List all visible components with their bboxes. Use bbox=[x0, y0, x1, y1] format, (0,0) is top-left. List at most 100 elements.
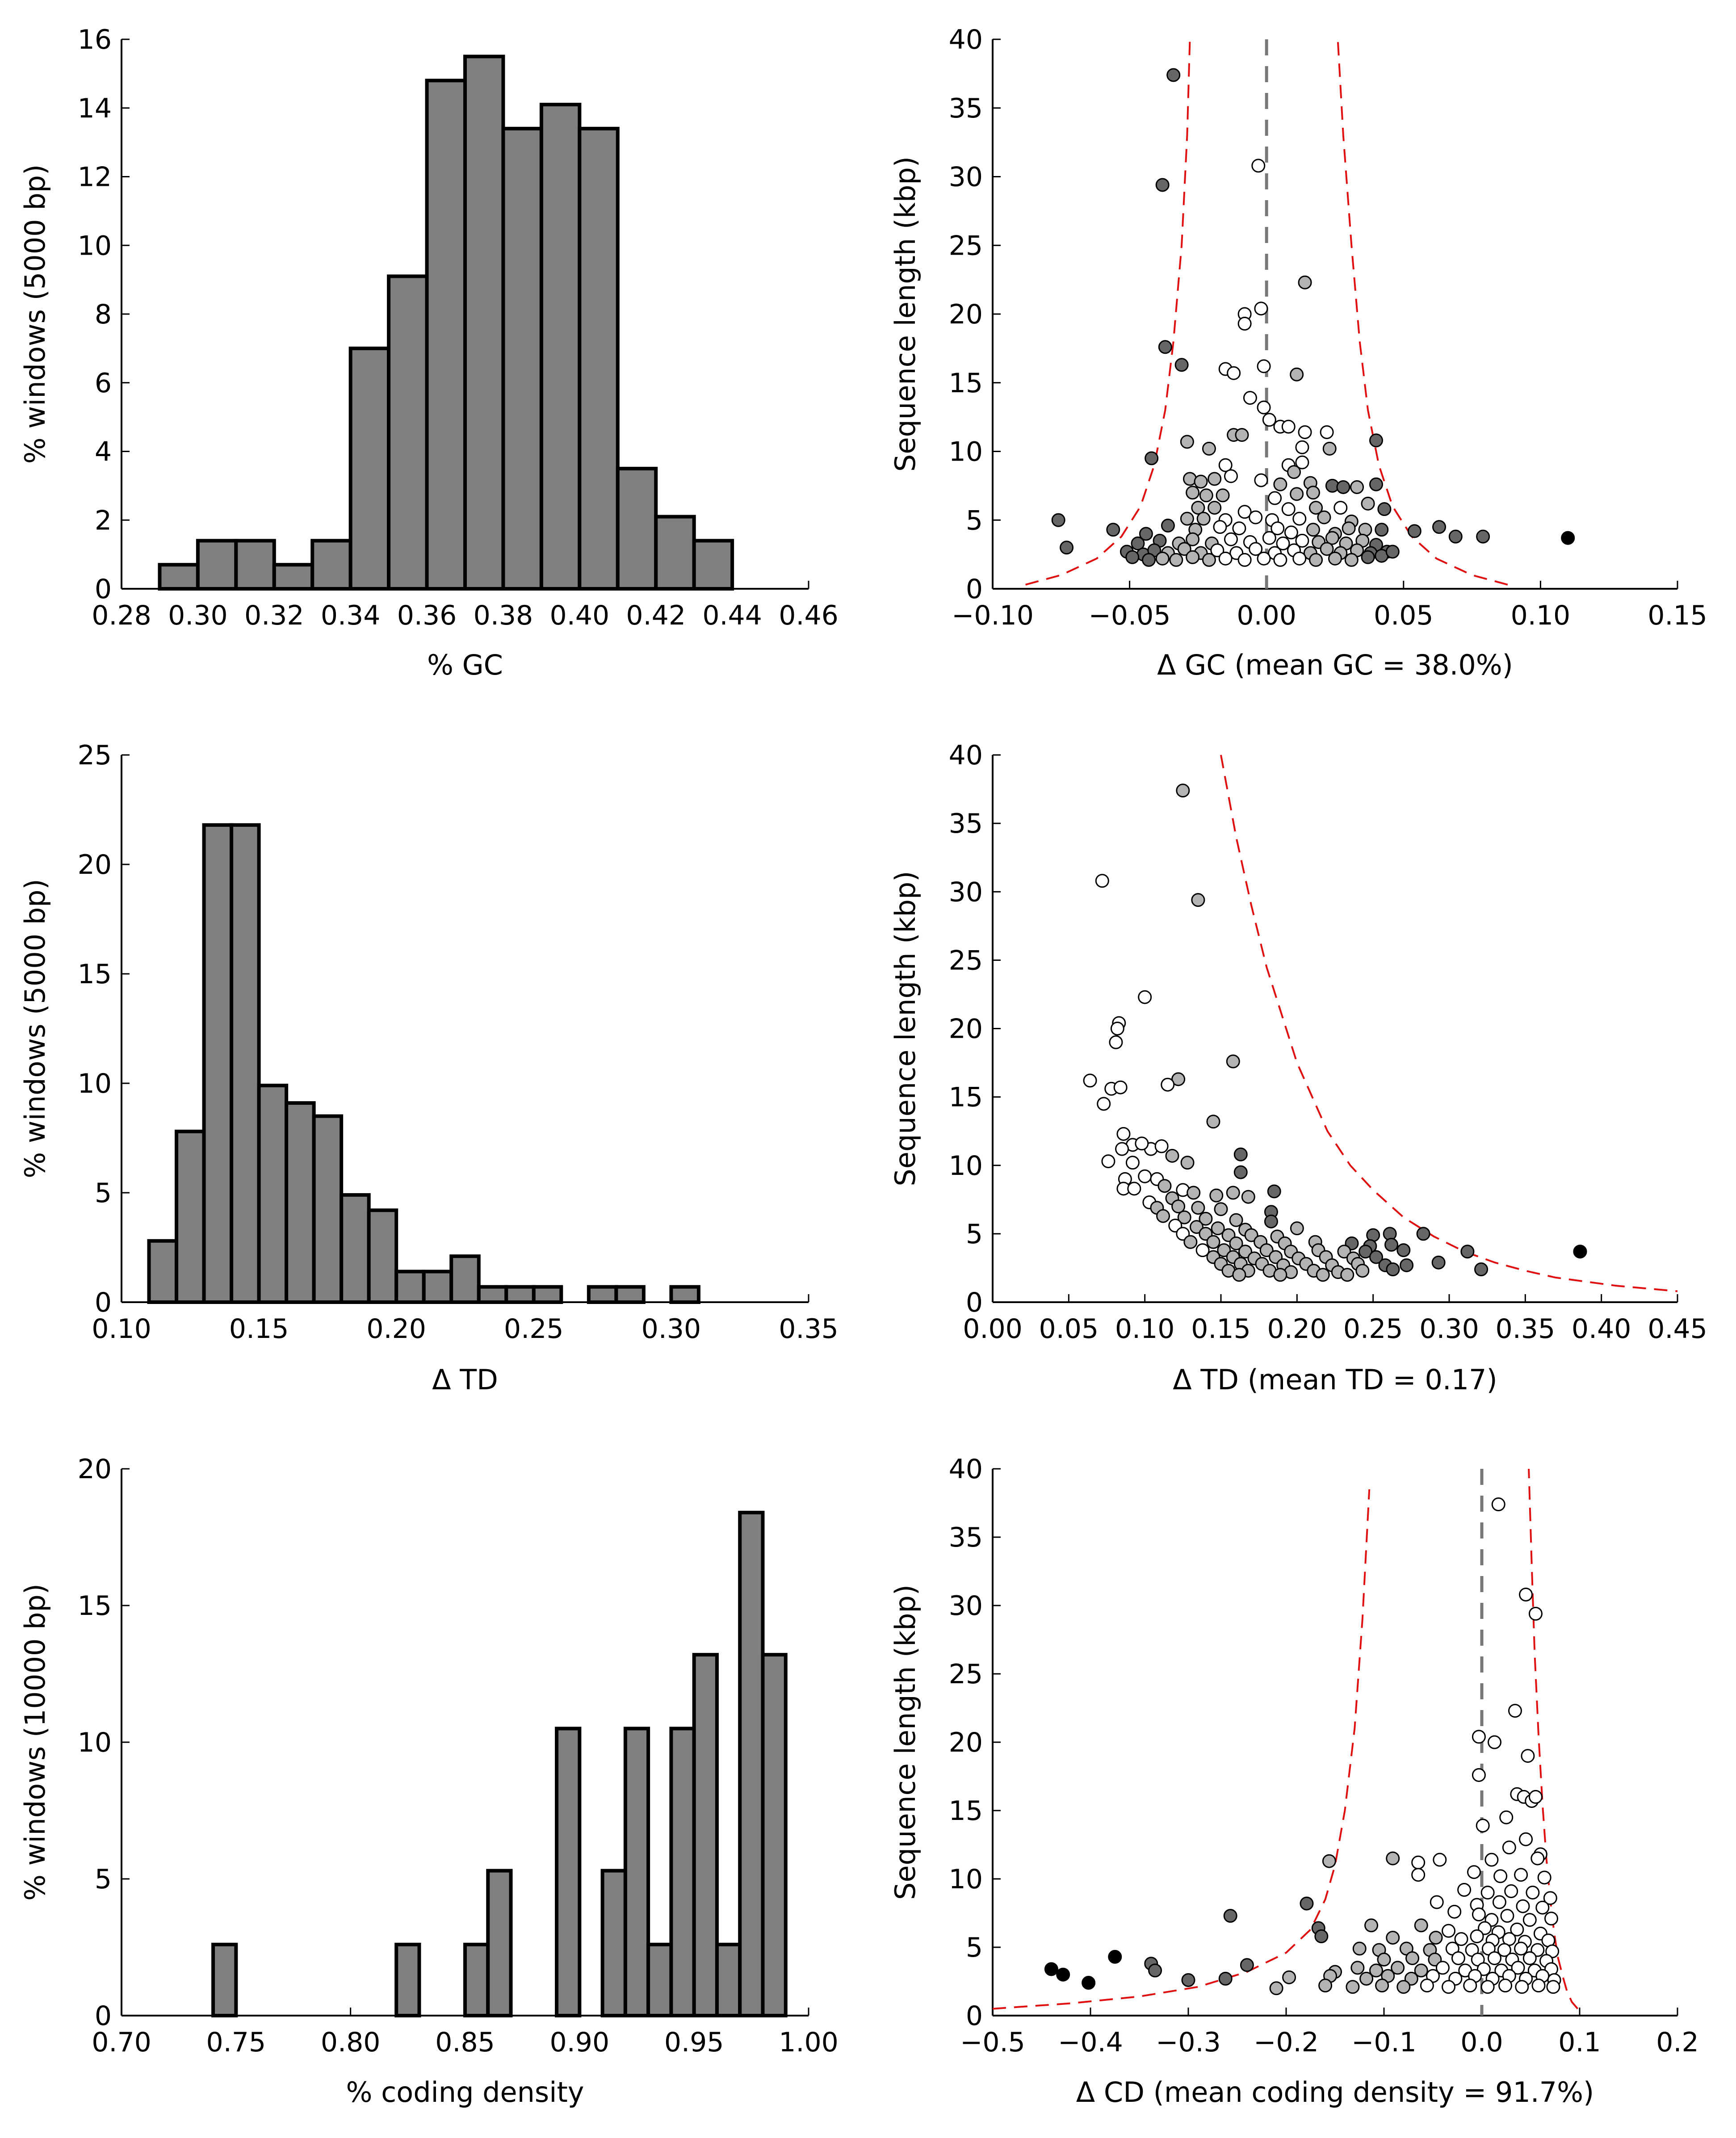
y-tick-label: 0 bbox=[966, 1287, 983, 1318]
y-tick-label: 5 bbox=[966, 1219, 983, 1250]
data-point bbox=[1226, 1054, 1240, 1069]
histogram-bar bbox=[257, 1083, 289, 1304]
data-point bbox=[1531, 1979, 1546, 1993]
y-tick-label: 0 bbox=[95, 1287, 112, 1318]
data-point bbox=[1385, 545, 1400, 559]
data-point bbox=[1511, 1961, 1525, 1975]
x-tick-label: 0.2 bbox=[1656, 2027, 1698, 2058]
histogram-bar bbox=[463, 54, 505, 591]
y-tick-label: 0 bbox=[95, 2000, 112, 2032]
data-point bbox=[1384, 1237, 1399, 1252]
data-point bbox=[1257, 359, 1271, 373]
data-point bbox=[1497, 1943, 1511, 1957]
y-tick-label: 0 bbox=[966, 574, 983, 605]
data-point bbox=[1214, 1202, 1228, 1216]
x-tick-label: −0.4 bbox=[1058, 2027, 1123, 2058]
y-tick-label: 5 bbox=[95, 1178, 112, 1209]
data-point bbox=[1295, 533, 1309, 548]
data-point bbox=[1414, 1918, 1428, 1933]
data-point bbox=[1515, 1980, 1529, 1994]
x-tick-label: −0.3 bbox=[1156, 2027, 1221, 2058]
data-point bbox=[1218, 551, 1233, 566]
y-tick-label: 10 bbox=[78, 1068, 112, 1099]
data-point bbox=[1352, 1941, 1367, 1956]
data-point bbox=[1386, 1851, 1400, 1866]
data-point bbox=[1386, 1931, 1400, 1945]
data-point bbox=[1336, 480, 1350, 494]
data-point bbox=[1470, 1929, 1484, 1944]
y-tick-label: 10 bbox=[949, 1864, 983, 1895]
y-tick-label: 5 bbox=[95, 1864, 112, 1895]
data-point bbox=[1268, 491, 1282, 505]
data-point bbox=[1125, 550, 1140, 564]
data-point bbox=[1189, 1220, 1203, 1234]
panel-6: 0 5 10 15 20 25 30 35 40 −0.5 −0.4 −0.3 −0.2 −0.1 0.0 0… bbox=[889, 1454, 1699, 2109]
data-point bbox=[1108, 1949, 1122, 1964]
data-point bbox=[1227, 366, 1241, 380]
histogram-bar bbox=[715, 1942, 742, 2017]
data-point bbox=[1333, 501, 1348, 515]
data-point bbox=[1209, 1188, 1224, 1203]
data-point bbox=[1237, 317, 1252, 331]
y-tick-label: 25 bbox=[949, 1659, 983, 1690]
data-point bbox=[1448, 529, 1463, 544]
data-point bbox=[1375, 523, 1389, 537]
data-point bbox=[1460, 1245, 1475, 1259]
histogram-bar bbox=[646, 1942, 673, 2017]
x-tick-label: 0.05 bbox=[1374, 600, 1434, 631]
x-tick-label: −0.1 bbox=[1351, 2027, 1417, 2058]
data-point bbox=[1350, 1961, 1365, 1975]
histogram-bar bbox=[669, 1285, 700, 1304]
data-point bbox=[1238, 1245, 1253, 1259]
x-tick-label: 0.20 bbox=[1267, 1313, 1327, 1345]
data-point bbox=[1262, 531, 1276, 545]
data-point bbox=[1161, 1077, 1175, 1092]
panel-5: 0 5 10 15 20 0.70 0.75 0.80 0.85 0.90 0.95 1.00 % co… bbox=[19, 1454, 839, 2109]
data-point bbox=[1254, 473, 1268, 487]
data-point bbox=[1451, 1951, 1465, 1965]
boundary-curve bbox=[1025, 39, 1191, 586]
data-point bbox=[1269, 1981, 1283, 1995]
data-point bbox=[1405, 1951, 1420, 1965]
data-point bbox=[1377, 1953, 1391, 1967]
data-point bbox=[1216, 488, 1230, 503]
data-point bbox=[1328, 551, 1342, 566]
data-point bbox=[1139, 527, 1153, 541]
histogram-bar bbox=[616, 466, 658, 591]
x-tick-label: 0.38 bbox=[474, 600, 533, 631]
x-tick-label: 0.1 bbox=[1558, 2027, 1601, 2058]
data-point bbox=[1500, 1909, 1514, 1923]
data-point bbox=[1364, 1918, 1379, 1933]
data-point bbox=[1273, 553, 1287, 567]
y-tick-label: 40 bbox=[949, 740, 983, 771]
x-tick-label: 0.70 bbox=[92, 2027, 151, 2058]
data-point bbox=[1429, 1931, 1443, 1945]
data-point bbox=[1472, 1730, 1486, 1744]
data-point bbox=[1051, 513, 1065, 527]
histogram-bar bbox=[486, 1869, 513, 2018]
data-point bbox=[1180, 511, 1194, 526]
x-tick-label: 0.0 bbox=[1460, 2027, 1503, 2058]
x-tick-label: −0.10 bbox=[952, 600, 1034, 631]
data-point bbox=[1177, 1210, 1191, 1224]
data-point bbox=[1492, 1895, 1506, 1909]
y-tick-label: 20 bbox=[949, 1727, 983, 1758]
x-tick-label: 0.20 bbox=[366, 1313, 426, 1345]
y-axis-label: Sequence length (kbp) bbox=[889, 156, 922, 472]
y-tick-label: 15 bbox=[949, 368, 983, 399]
data-point bbox=[1396, 1243, 1411, 1258]
data-point bbox=[1414, 1963, 1428, 1978]
data-point bbox=[1498, 1979, 1513, 1993]
data-point bbox=[1195, 1243, 1210, 1258]
y-tick-label: 6 bbox=[95, 368, 112, 399]
data-point bbox=[1101, 1154, 1115, 1169]
data-point bbox=[1480, 1980, 1495, 1994]
data-point bbox=[1480, 1886, 1495, 1900]
x-tick-label: 0.90 bbox=[550, 2027, 610, 2058]
data-point bbox=[1320, 425, 1334, 439]
data-point bbox=[1213, 520, 1227, 534]
data-point bbox=[1056, 1967, 1070, 1982]
data-point bbox=[1235, 428, 1249, 442]
histogram-bar bbox=[387, 274, 429, 591]
data-point bbox=[1281, 502, 1296, 516]
